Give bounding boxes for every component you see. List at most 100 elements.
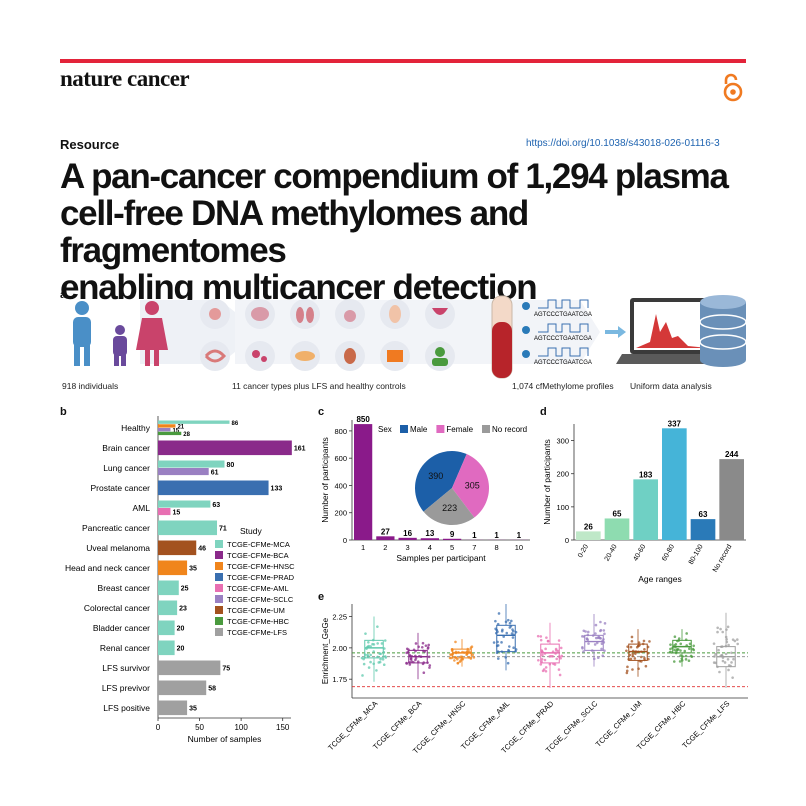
data-point xyxy=(735,638,739,641)
caption-profiles: 1,074 cfMethylome profiles xyxy=(512,381,614,391)
category-label: LFS positive xyxy=(103,703,150,713)
caption-analysis: Uniform data analysis xyxy=(630,381,712,391)
bar-value-label: 23 xyxy=(179,606,187,613)
data-point xyxy=(673,635,677,638)
panel-letter-e: e xyxy=(318,591,325,603)
data-point xyxy=(712,642,716,645)
x-axis-title: Number of samples xyxy=(188,734,262,744)
data-point xyxy=(736,642,739,646)
data-point xyxy=(718,670,721,674)
data-point xyxy=(719,627,722,631)
legend-entry: TCGE-CFMe-HNSC xyxy=(227,562,295,571)
legend-swatch xyxy=(215,617,223,625)
bar-value-label: 133 xyxy=(271,486,283,493)
box xyxy=(364,639,384,659)
category-label: Colorectal cancer xyxy=(84,603,150,613)
bar xyxy=(576,531,601,540)
data-point xyxy=(626,665,629,669)
data-point xyxy=(465,653,468,657)
data-point xyxy=(556,649,560,653)
bar-value-label: 25 xyxy=(181,586,189,593)
data-point xyxy=(551,654,554,658)
data-point xyxy=(508,621,512,625)
data-point xyxy=(625,649,628,653)
data-point xyxy=(677,637,681,640)
data-point xyxy=(630,635,634,639)
bar xyxy=(158,620,175,636)
bar-value-label: 80 xyxy=(227,462,235,469)
y-tick-label: 2.25 xyxy=(332,613,347,622)
journal-name: nature cancer xyxy=(60,66,190,91)
data-point xyxy=(642,639,646,643)
x-tick-label: 40-60 xyxy=(632,543,647,562)
data-point xyxy=(454,640,457,644)
data-point xyxy=(379,658,382,661)
data-point xyxy=(599,620,602,624)
doi-link[interactable]: https://doi.org/10.1038/s43018-026-01116… xyxy=(526,138,720,149)
chart-e-enrichment-boxplot: 1.752.002.25TCGE_CFMe_MCATCGE_CFMe_BCATC… xyxy=(321,604,748,756)
x-tick-label: 2 xyxy=(383,543,387,552)
data-point xyxy=(505,631,509,635)
data-point xyxy=(369,645,372,648)
data-point xyxy=(593,643,597,646)
data-point xyxy=(537,658,540,662)
data-point xyxy=(367,640,370,644)
data-point xyxy=(631,652,635,656)
pie-slice xyxy=(415,451,467,512)
data-point xyxy=(540,657,544,661)
open-access-lock-icon xyxy=(722,72,744,102)
data-point xyxy=(603,622,607,625)
laptop-icon xyxy=(616,298,728,364)
x-tick-label: 7 xyxy=(472,543,476,552)
title-line: enabling multicancer detection xyxy=(60,268,538,307)
data-point xyxy=(581,645,584,649)
y-axis-title: Number of participants xyxy=(542,439,552,525)
x-tick-label: 0-20 xyxy=(577,543,590,559)
data-point xyxy=(506,618,510,622)
data-point xyxy=(384,656,388,659)
bar-value-label: 58 xyxy=(208,686,216,693)
sequence-text: AGTCCCTGAATCGA xyxy=(534,360,592,366)
legend-title: Study xyxy=(240,526,262,536)
organ-icons xyxy=(200,299,455,371)
data-point xyxy=(594,623,598,627)
y-tick-label: 0 xyxy=(343,536,347,545)
bar-value-label: 183 xyxy=(639,470,653,479)
bar-value-label: 20 xyxy=(177,646,185,653)
data-point xyxy=(364,632,367,635)
data-point xyxy=(375,669,378,672)
bar-value-label: 28 xyxy=(183,432,190,438)
data-point xyxy=(685,632,688,635)
x-tick-label: 5 xyxy=(450,543,454,552)
data-point xyxy=(378,652,381,655)
data-point xyxy=(596,656,600,660)
data-point xyxy=(427,643,431,647)
data-point xyxy=(539,635,543,638)
legend-swatch xyxy=(215,628,223,636)
data-point xyxy=(582,650,585,653)
legend-swatch xyxy=(215,562,223,570)
data-point xyxy=(600,647,603,651)
data-point xyxy=(600,642,604,646)
data-point xyxy=(362,657,365,661)
title-line: cell-free DNA methylomes and fragmentome… xyxy=(60,194,529,270)
data-point xyxy=(560,654,564,658)
data-point xyxy=(716,630,719,634)
data-point xyxy=(380,642,384,645)
bar xyxy=(662,428,687,540)
category-label: Prostate cancer xyxy=(90,483,150,493)
y-tick-label: 300 xyxy=(556,437,569,446)
data-point xyxy=(416,660,420,663)
sequence-text: AGTCCCTGAATCGA xyxy=(534,336,592,342)
y-axis-title: Number of participants xyxy=(320,437,330,523)
legend-entry: TCGE-CFMe-MCA xyxy=(227,540,290,549)
y-tick-label: 200 xyxy=(556,470,569,479)
bar xyxy=(158,560,188,576)
data-point xyxy=(724,652,728,656)
x-tick-label: 8 xyxy=(495,543,499,552)
data-point xyxy=(586,630,590,634)
data-point xyxy=(669,643,672,646)
data-point xyxy=(511,629,515,633)
journal-top-bar xyxy=(60,59,746,63)
data-point xyxy=(726,625,730,629)
